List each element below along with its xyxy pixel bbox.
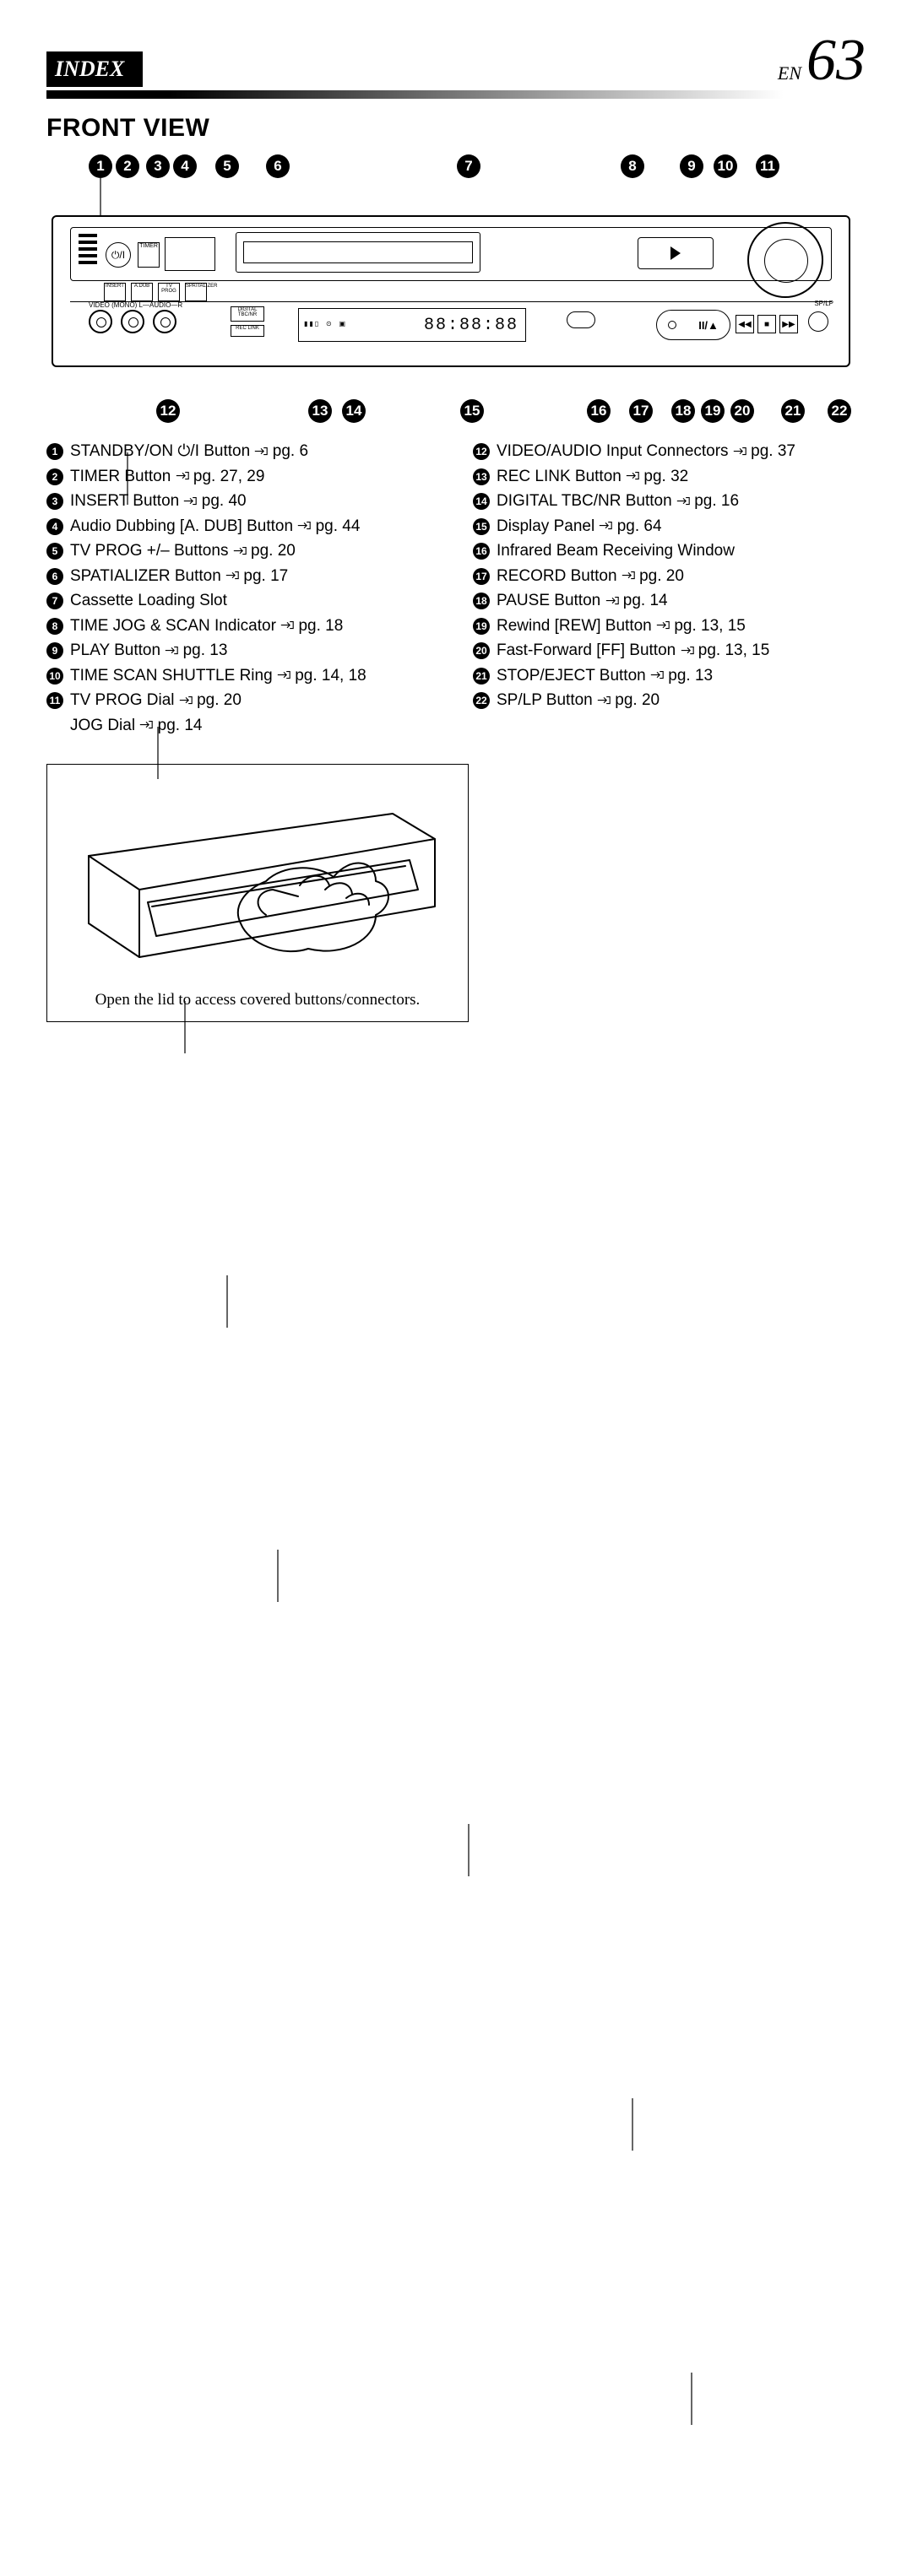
index-tab: INDEX [46, 51, 143, 87]
callout-14: 14 [342, 399, 366, 423]
record-pause-buttons: II/▲ [656, 310, 730, 340]
callout-20: 20 [730, 399, 754, 423]
page-number-block: EN 63 [778, 34, 866, 87]
play-button-area [638, 237, 714, 269]
jog-shuttle-dial [747, 222, 823, 298]
av-input-jacks [89, 310, 176, 333]
page-number: 63 [806, 34, 866, 87]
splp-button [808, 311, 828, 332]
callout-22: 22 [828, 399, 851, 423]
callout-1: 1 [89, 154, 112, 178]
callout-11: 11 [756, 154, 779, 178]
callout-10: 10 [714, 154, 737, 178]
callout-9: 9 [680, 154, 703, 178]
callout-7: 7 [457, 154, 480, 178]
vcr-outline: ⏻/I TIMER INSERTA.DUBTV PROGSPATIALIZER … [52, 215, 850, 367]
section-title: FRONT VIEW [46, 114, 866, 143]
callout-6: 6 [266, 154, 290, 178]
digital-tbc-button: DIGITAL TBC/NR [231, 306, 264, 322]
callout-12: 12 [156, 399, 180, 423]
splp-label: SP/LP [814, 300, 833, 307]
callout-8: 8 [621, 154, 644, 178]
reclink-button: REC LINK [231, 325, 264, 337]
transport-buttons: ◀◀■▶▶ [736, 315, 798, 333]
timer-button: TIMER [138, 242, 160, 268]
callout-21: 21 [781, 399, 805, 423]
lid-seam [70, 301, 832, 302]
callout-3: 3 [146, 154, 170, 178]
callout-15: 15 [460, 399, 484, 423]
cassette-slot [236, 232, 480, 273]
callout-18: 18 [671, 399, 695, 423]
small-button-row: INSERTA.DUBTV PROGSPATIALIZER [104, 283, 207, 301]
standby-on-button: ⏻/I [106, 242, 131, 268]
page-language: EN [778, 62, 801, 84]
front-view-diagram: ⏻/I TIMER INSERTA.DUBTV PROGSPATIALIZER … [46, 154, 857, 425]
callout-17: 17 [629, 399, 653, 423]
callout-13: 13 [308, 399, 332, 423]
callout-16: 16 [587, 399, 611, 423]
callout-4: 4 [173, 154, 197, 178]
av-jacks-label: VIDEO (MONO) L—AUDIO—R [89, 301, 182, 309]
tvprog-buttons [165, 237, 215, 271]
callout-19: 19 [701, 399, 725, 423]
ir-window [567, 311, 595, 328]
vent-slits [79, 234, 97, 271]
page-header: INDEX EN 63 [46, 34, 866, 87]
display-panel: ▮▮▯ ⊙ ▣ 88:88:88 [298, 308, 526, 342]
header-gradient-bar [46, 90, 866, 99]
callout-5: 5 [215, 154, 239, 178]
callout-2: 2 [116, 154, 139, 178]
